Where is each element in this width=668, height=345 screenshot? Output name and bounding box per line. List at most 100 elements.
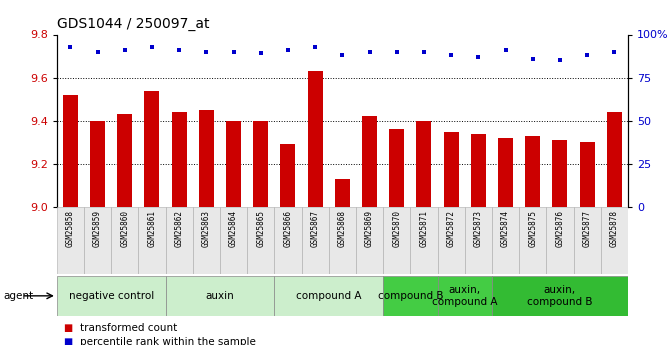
Text: GDS1044 / 250097_at: GDS1044 / 250097_at [57, 17, 209, 31]
Bar [90, 121, 105, 207]
Text: GSM25867: GSM25867 [311, 210, 320, 247]
Text: GSM25860: GSM25860 [120, 210, 130, 247]
FancyBboxPatch shape [438, 276, 492, 316]
Point [391, 49, 402, 55]
Text: compound B: compound B [377, 291, 443, 301]
FancyBboxPatch shape [356, 207, 383, 274]
Bar [362, 117, 377, 207]
FancyBboxPatch shape [329, 207, 356, 274]
Point [92, 49, 103, 55]
Point [500, 47, 511, 53]
Text: GSM25863: GSM25863 [202, 210, 211, 247]
Text: GSM25865: GSM25865 [257, 210, 265, 247]
Point [310, 44, 321, 49]
Point [120, 47, 130, 53]
FancyBboxPatch shape [193, 207, 220, 274]
Point [446, 52, 456, 58]
Text: auxin: auxin [206, 291, 234, 301]
FancyBboxPatch shape [111, 207, 138, 274]
Bar [199, 110, 214, 207]
Text: ■: ■ [63, 337, 73, 345]
Text: agent: agent [3, 291, 33, 301]
Point [337, 52, 347, 58]
Text: GSM25861: GSM25861 [148, 210, 156, 247]
Text: negative control: negative control [69, 291, 154, 301]
Text: GSM25859: GSM25859 [93, 210, 102, 247]
Text: GSM25862: GSM25862 [174, 210, 184, 247]
FancyBboxPatch shape [383, 276, 438, 316]
FancyBboxPatch shape [492, 276, 628, 316]
Point [65, 44, 75, 49]
Text: percentile rank within the sample: percentile rank within the sample [80, 337, 256, 345]
Text: GSM25878: GSM25878 [610, 210, 619, 247]
FancyBboxPatch shape [275, 207, 301, 274]
Text: GSM25869: GSM25869 [365, 210, 374, 247]
Bar [389, 129, 404, 207]
Point [609, 49, 620, 55]
FancyBboxPatch shape [166, 276, 275, 316]
Text: GSM25866: GSM25866 [283, 210, 293, 247]
Bar [308, 71, 323, 207]
Text: transformed count: transformed count [80, 323, 178, 333]
Text: auxin,
compound A: auxin, compound A [432, 285, 498, 307]
Text: GSM25872: GSM25872 [447, 210, 456, 247]
FancyBboxPatch shape [166, 207, 193, 274]
FancyBboxPatch shape [383, 207, 410, 274]
FancyBboxPatch shape [519, 207, 546, 274]
Text: compound A: compound A [296, 291, 361, 301]
FancyBboxPatch shape [438, 207, 465, 274]
Point [582, 52, 593, 58]
Text: GSM25870: GSM25870 [392, 210, 401, 247]
FancyBboxPatch shape [301, 207, 329, 274]
Point [255, 51, 266, 56]
FancyBboxPatch shape [574, 207, 601, 274]
Point [147, 44, 158, 49]
Bar [607, 112, 622, 207]
Bar [172, 112, 186, 207]
Bar [253, 121, 269, 207]
Text: GSM25875: GSM25875 [528, 210, 537, 247]
Text: GSM25873: GSM25873 [474, 210, 483, 247]
FancyBboxPatch shape [601, 207, 628, 274]
Bar [580, 142, 595, 207]
Point [201, 49, 212, 55]
FancyBboxPatch shape [57, 207, 84, 274]
FancyBboxPatch shape [84, 207, 111, 274]
FancyBboxPatch shape [247, 207, 275, 274]
FancyBboxPatch shape [57, 276, 166, 316]
FancyBboxPatch shape [546, 207, 574, 274]
Point [419, 49, 430, 55]
Bar [444, 131, 459, 207]
Bar [335, 179, 350, 207]
FancyBboxPatch shape [410, 207, 438, 274]
Bar [63, 95, 78, 207]
FancyBboxPatch shape [492, 207, 519, 274]
Text: GSM25874: GSM25874 [501, 210, 510, 247]
Bar [281, 145, 295, 207]
Point [364, 49, 375, 55]
Text: GSM25864: GSM25864 [229, 210, 238, 247]
Text: auxin,
compound B: auxin, compound B [527, 285, 593, 307]
Point [174, 47, 184, 53]
Text: GSM25871: GSM25871 [420, 210, 428, 247]
Bar [144, 91, 160, 207]
Point [283, 47, 293, 53]
Text: GSM25877: GSM25877 [582, 210, 592, 247]
FancyBboxPatch shape [465, 207, 492, 274]
Point [528, 56, 538, 61]
FancyBboxPatch shape [275, 276, 383, 316]
Text: GSM25858: GSM25858 [66, 210, 75, 247]
Bar [471, 134, 486, 207]
Point [554, 58, 565, 63]
Bar [416, 121, 432, 207]
Bar [525, 136, 540, 207]
Bar [118, 114, 132, 207]
FancyBboxPatch shape [220, 207, 247, 274]
Text: GSM25876: GSM25876 [555, 210, 564, 247]
Bar [498, 138, 513, 207]
Point [473, 54, 484, 60]
Text: ■: ■ [63, 323, 73, 333]
Bar [226, 121, 241, 207]
Point [228, 49, 239, 55]
Bar [552, 140, 567, 207]
